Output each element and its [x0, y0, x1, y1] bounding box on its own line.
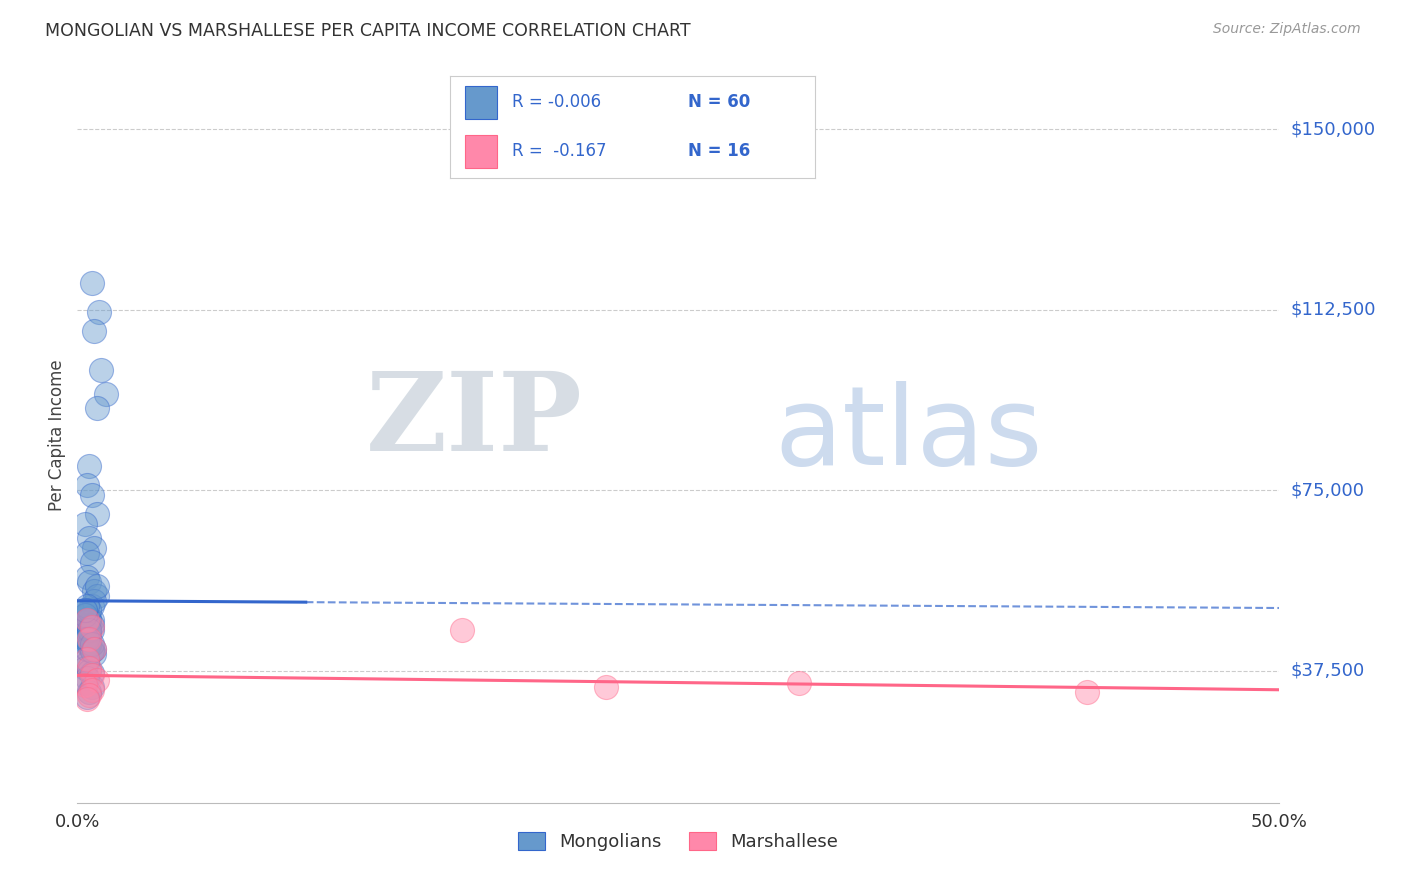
Point	[86, 401, 108, 416]
Text: R =  -0.167: R = -0.167	[512, 142, 606, 160]
Text: $150,000: $150,000	[1291, 120, 1375, 138]
Y-axis label: Per Capita Income: Per Capita Income	[48, 359, 66, 510]
Point	[79, 531, 101, 545]
Point	[787, 675, 810, 690]
Text: N = 16: N = 16	[688, 142, 749, 160]
Text: MONGOLIAN VS MARSHALLESE PER CAPITA INCOME CORRELATION CHART: MONGOLIAN VS MARSHALLESE PER CAPITA INCO…	[45, 22, 690, 40]
Point	[80, 682, 103, 697]
Point	[80, 681, 103, 695]
Point	[80, 599, 103, 613]
Point	[86, 507, 108, 521]
Point	[86, 579, 108, 593]
Point	[76, 651, 98, 665]
Point	[79, 620, 101, 634]
Point	[79, 574, 101, 589]
Point	[79, 632, 101, 647]
Point	[76, 692, 98, 706]
Point	[83, 325, 105, 339]
Point	[79, 661, 101, 675]
Point	[83, 541, 105, 555]
Text: atlas: atlas	[775, 382, 1043, 488]
Text: Source: ZipAtlas.com: Source: ZipAtlas.com	[1213, 22, 1361, 37]
Point	[73, 678, 96, 692]
Point	[83, 594, 105, 608]
Point	[87, 305, 110, 319]
Point	[76, 641, 98, 656]
Point	[83, 647, 105, 661]
Point	[76, 613, 98, 627]
Point	[80, 277, 103, 291]
Point	[79, 603, 101, 617]
Point	[73, 603, 96, 617]
Point	[76, 690, 98, 704]
Point	[79, 637, 101, 651]
Point	[73, 615, 96, 630]
Point	[79, 640, 101, 654]
Point	[76, 608, 98, 623]
Point	[76, 671, 98, 685]
Point	[79, 623, 101, 637]
Point	[76, 599, 98, 613]
Text: ZIP: ZIP	[366, 367, 582, 474]
Point	[73, 632, 96, 647]
Point	[73, 516, 96, 531]
Point	[79, 688, 101, 702]
Bar	[464, 87, 498, 119]
Point	[79, 627, 101, 641]
Point	[83, 641, 105, 656]
Text: $112,500: $112,500	[1291, 301, 1376, 318]
Point	[73, 632, 96, 647]
Point	[73, 675, 96, 690]
Point	[451, 623, 474, 637]
Legend: Mongolians, Marshallese: Mongolians, Marshallese	[509, 822, 848, 860]
Point	[80, 613, 103, 627]
Point	[80, 617, 103, 632]
Point	[1076, 685, 1098, 699]
Point	[80, 555, 103, 569]
Point	[80, 644, 103, 658]
Point	[79, 610, 101, 624]
Point	[80, 623, 103, 637]
Point	[79, 613, 101, 627]
Text: R = -0.006: R = -0.006	[512, 94, 602, 112]
Bar	[464, 136, 498, 168]
Point	[83, 584, 105, 599]
Point	[76, 478, 98, 492]
Point	[73, 608, 96, 623]
Point	[76, 632, 98, 647]
Point	[80, 488, 103, 502]
Point	[595, 681, 617, 695]
Point	[79, 685, 101, 699]
Point	[90, 363, 112, 377]
Point	[76, 651, 98, 665]
Text: $75,000: $75,000	[1291, 481, 1365, 500]
Point	[80, 641, 103, 656]
Point	[79, 459, 101, 474]
Point	[76, 637, 98, 651]
Point	[76, 570, 98, 584]
Point	[80, 668, 103, 682]
Point	[83, 641, 105, 656]
Point	[80, 665, 103, 680]
Point	[86, 589, 108, 603]
Text: N = 60: N = 60	[688, 94, 749, 112]
Point	[73, 603, 96, 617]
Point	[80, 620, 103, 634]
Text: $37,500: $37,500	[1291, 662, 1365, 680]
Point	[73, 661, 96, 675]
Point	[76, 546, 98, 560]
Point	[86, 673, 108, 688]
Point	[76, 657, 98, 671]
Point	[80, 637, 103, 651]
Point	[76, 617, 98, 632]
Point	[79, 664, 101, 678]
Point	[96, 387, 118, 401]
